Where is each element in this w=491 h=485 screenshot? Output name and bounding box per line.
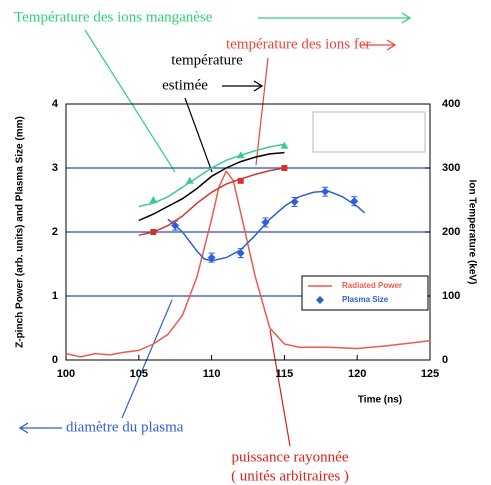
pointer (255, 57, 269, 166)
y-tick-label: 2 (52, 226, 58, 238)
arrow (258, 12, 412, 24)
legend-label: Plasma Size (342, 295, 389, 304)
y-tick-label: 0 (52, 354, 58, 366)
pointer (269, 329, 291, 447)
y-tick-label: 4 (52, 98, 59, 110)
arrow (360, 39, 397, 51)
pointer (84, 29, 176, 173)
series (167, 190, 365, 262)
marker (280, 141, 289, 149)
annotation: température (171, 52, 243, 68)
legend-label: Radiated Power (342, 281, 402, 290)
marker (290, 197, 299, 206)
y2-tick-label: 200 (442, 226, 460, 238)
series-line (138, 167, 285, 236)
x-axis-label: Time (ns) (358, 395, 402, 406)
y2-axis-label: Ion Temperature (keV) (466, 180, 477, 285)
annotation: Température des ions manganèse (14, 9, 213, 25)
series (138, 151, 285, 222)
pointer (184, 97, 213, 173)
x-tick-label: 115 (276, 368, 294, 380)
empty-box (312, 111, 426, 153)
y-axis-label: Z-pinch Power (arb. units) and Plasma Si… (15, 116, 26, 348)
y2-tick-label: 100 (442, 290, 460, 302)
arrows (18, 12, 412, 434)
pointer (121, 299, 173, 419)
y2-tick-label: 400 (442, 98, 460, 110)
annotation: ( unités arbitraires ) (231, 468, 349, 484)
marker (237, 177, 244, 184)
series-line (138, 151, 285, 222)
x-tick-label: 120 (348, 368, 366, 380)
y2-tick-label: 300 (442, 162, 460, 174)
x-tick-label: 110 (203, 368, 221, 380)
series (138, 143, 285, 208)
arrow (18, 422, 62, 434)
annotation: diamètre du plasma (66, 419, 184, 435)
plot-frame (65, 103, 431, 361)
arrow (222, 80, 264, 92)
annotation: température des ions fer (226, 36, 371, 52)
y-tick-label: 1 (52, 290, 58, 302)
x-tick-label: 125 (421, 368, 439, 380)
legend: Radiated Power Plasma Size (301, 275, 429, 311)
series-line (167, 190, 365, 262)
y2-tick-label: 0 (442, 354, 448, 366)
series-line (65, 169, 431, 358)
y-tick-label: 3 (52, 162, 58, 174)
annotation: estimée (162, 77, 208, 93)
series (138, 167, 285, 236)
series-line (138, 143, 285, 208)
legend-box (301, 275, 429, 311)
annotation: puissance rayonnée (231, 449, 348, 465)
x-tick-label: 100 (57, 368, 75, 380)
marker (149, 196, 158, 203)
pointer-lines (84, 29, 291, 447)
marker (185, 176, 194, 184)
x-tick-label: 105 (130, 368, 148, 380)
series (65, 169, 431, 358)
marker (261, 218, 270, 227)
marker (316, 296, 324, 304)
